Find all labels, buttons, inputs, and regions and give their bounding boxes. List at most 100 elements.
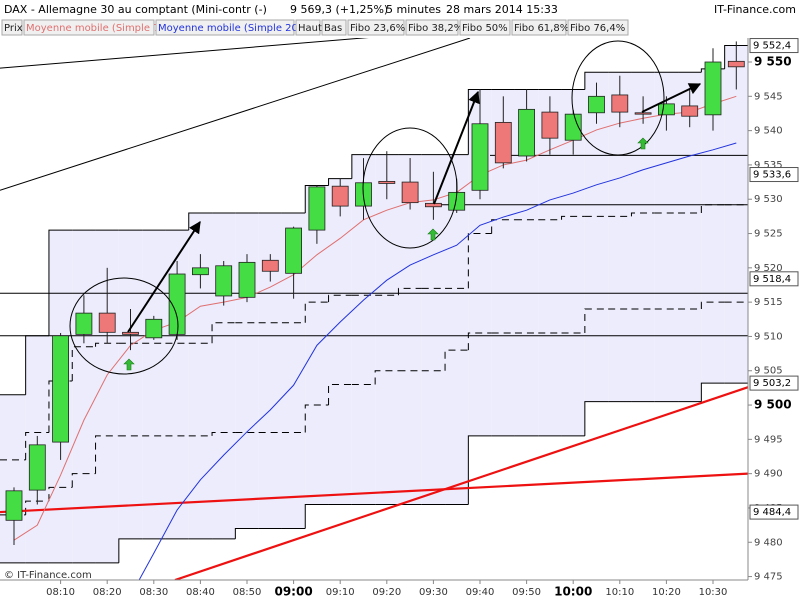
step-line xyxy=(630,212,655,217)
toolbar-label[interactable]: Moyenne mobile (Simple 7) xyxy=(26,23,164,34)
y-tick-label: 9 525 xyxy=(754,229,783,240)
toolbar-button[interactable] xyxy=(155,19,295,36)
arrow xyxy=(641,83,702,113)
x-tick-label: 09:40 xyxy=(466,587,495,598)
trend-line xyxy=(0,38,471,191)
step-line xyxy=(25,431,49,460)
x-tick-label: 08:50 xyxy=(233,587,262,598)
y-tick-label: 9 520 xyxy=(754,263,783,274)
step-line xyxy=(700,382,725,402)
candle-body xyxy=(424,202,442,208)
channel-fill xyxy=(258,212,282,529)
step-line xyxy=(467,332,492,351)
y-tick-label: 9 515 xyxy=(754,297,783,308)
channel-fill xyxy=(724,45,748,384)
candle-body xyxy=(681,105,699,117)
candle-body xyxy=(471,123,489,191)
toolbar-button[interactable] xyxy=(23,19,155,36)
x-tick-label: 09:10 xyxy=(326,587,355,598)
price: 9 569,3 (+1,25%) xyxy=(290,3,388,16)
candle-body xyxy=(98,312,116,333)
y-tick-label: 9 545 xyxy=(754,91,783,102)
chart-title: DAX - Allemagne 30 au comptant (Mini-con… xyxy=(4,3,267,16)
candle-body xyxy=(52,335,69,443)
y-tick-label: 9 490 xyxy=(754,469,783,480)
price-label: 9 552,4 xyxy=(753,41,791,52)
step-line xyxy=(700,204,725,213)
toolbar-label[interactable]: Fibo 61,8% xyxy=(514,23,569,34)
toolbar-button[interactable] xyxy=(511,19,567,36)
step-line xyxy=(188,212,213,231)
step-line xyxy=(95,342,119,347)
toolbar-button[interactable] xyxy=(1,19,23,36)
step-line xyxy=(48,486,73,502)
step-line xyxy=(71,473,96,488)
y-tick-label: 9 500 xyxy=(754,398,792,412)
candle-body xyxy=(518,108,535,157)
date: 28 mars 2014 15:33 xyxy=(446,3,558,16)
toolbar-button[interactable] xyxy=(295,19,321,36)
step-line xyxy=(328,383,352,406)
candle-body xyxy=(261,259,279,272)
y-tick-label: 9 475 xyxy=(754,572,783,583)
x-tick-label: 08:10 xyxy=(46,587,75,598)
candle-body xyxy=(308,186,326,231)
channel-fill xyxy=(421,154,446,505)
toolbar-label[interactable]: Prix xyxy=(4,23,23,34)
step-line xyxy=(561,215,585,220)
channel-fill xyxy=(654,72,679,402)
toolbar-label[interactable]: Fibo 50% xyxy=(462,23,508,34)
candle-body xyxy=(28,444,46,491)
toolbar-label[interactable]: Bas xyxy=(324,23,342,34)
channel-fill xyxy=(701,68,725,384)
toolbar-label[interactable]: Moyenne mobile (Simple 20) xyxy=(158,23,302,34)
y-tick-label: 9 550 xyxy=(754,55,792,69)
channel-fill xyxy=(398,154,422,505)
step-line xyxy=(211,322,236,344)
trend-line xyxy=(174,386,748,580)
toolbar-button[interactable] xyxy=(405,19,459,36)
x-tick-label: 10:00 xyxy=(554,585,592,599)
candle-body xyxy=(331,185,349,207)
toolbar-label[interactable]: Fibo 38,2% xyxy=(408,23,463,34)
step-line xyxy=(491,219,515,234)
x-tick-label: 09:50 xyxy=(512,587,541,598)
toolbar-label[interactable]: Haut xyxy=(298,23,322,34)
interval: 5 minutes xyxy=(386,3,441,16)
toolbar-label[interactable]: Fibo 76,4% xyxy=(570,23,625,34)
y-tick-label: 9 535 xyxy=(754,160,783,171)
step-line xyxy=(328,178,352,186)
candle-body xyxy=(541,111,559,139)
candle-body xyxy=(75,312,93,335)
step-line xyxy=(71,346,96,382)
circle xyxy=(69,277,179,375)
toolbar-button[interactable] xyxy=(567,19,629,36)
x-tick-label: 10:20 xyxy=(652,587,681,598)
price-label: 9 533,6 xyxy=(753,170,791,181)
up-arrow xyxy=(637,137,649,150)
arrow xyxy=(433,90,480,205)
footer: © IT-Finance.com xyxy=(4,570,92,581)
toolbar-label[interactable]: Fibo 23,6% xyxy=(350,23,405,34)
step-line xyxy=(304,301,329,323)
y-tick-label: 9 540 xyxy=(754,126,783,137)
toolbar-button[interactable] xyxy=(347,19,405,36)
price-label: 9 503,2 xyxy=(753,378,791,389)
step-line xyxy=(118,538,143,563)
toolbar-button[interactable] xyxy=(321,19,347,36)
plot xyxy=(0,38,748,580)
circle xyxy=(362,127,458,249)
y-tick-label: 9 495 xyxy=(754,434,783,445)
channel-fill xyxy=(0,394,26,563)
step-line xyxy=(328,294,352,303)
step-line xyxy=(304,185,329,213)
candle-body xyxy=(122,331,139,335)
y-tick-label: 9 505 xyxy=(754,366,783,377)
channel-fill xyxy=(72,230,96,563)
toolbar-button[interactable] xyxy=(459,19,511,36)
step-line xyxy=(304,404,329,433)
candle-body xyxy=(285,227,303,274)
candle-body xyxy=(658,103,675,116)
